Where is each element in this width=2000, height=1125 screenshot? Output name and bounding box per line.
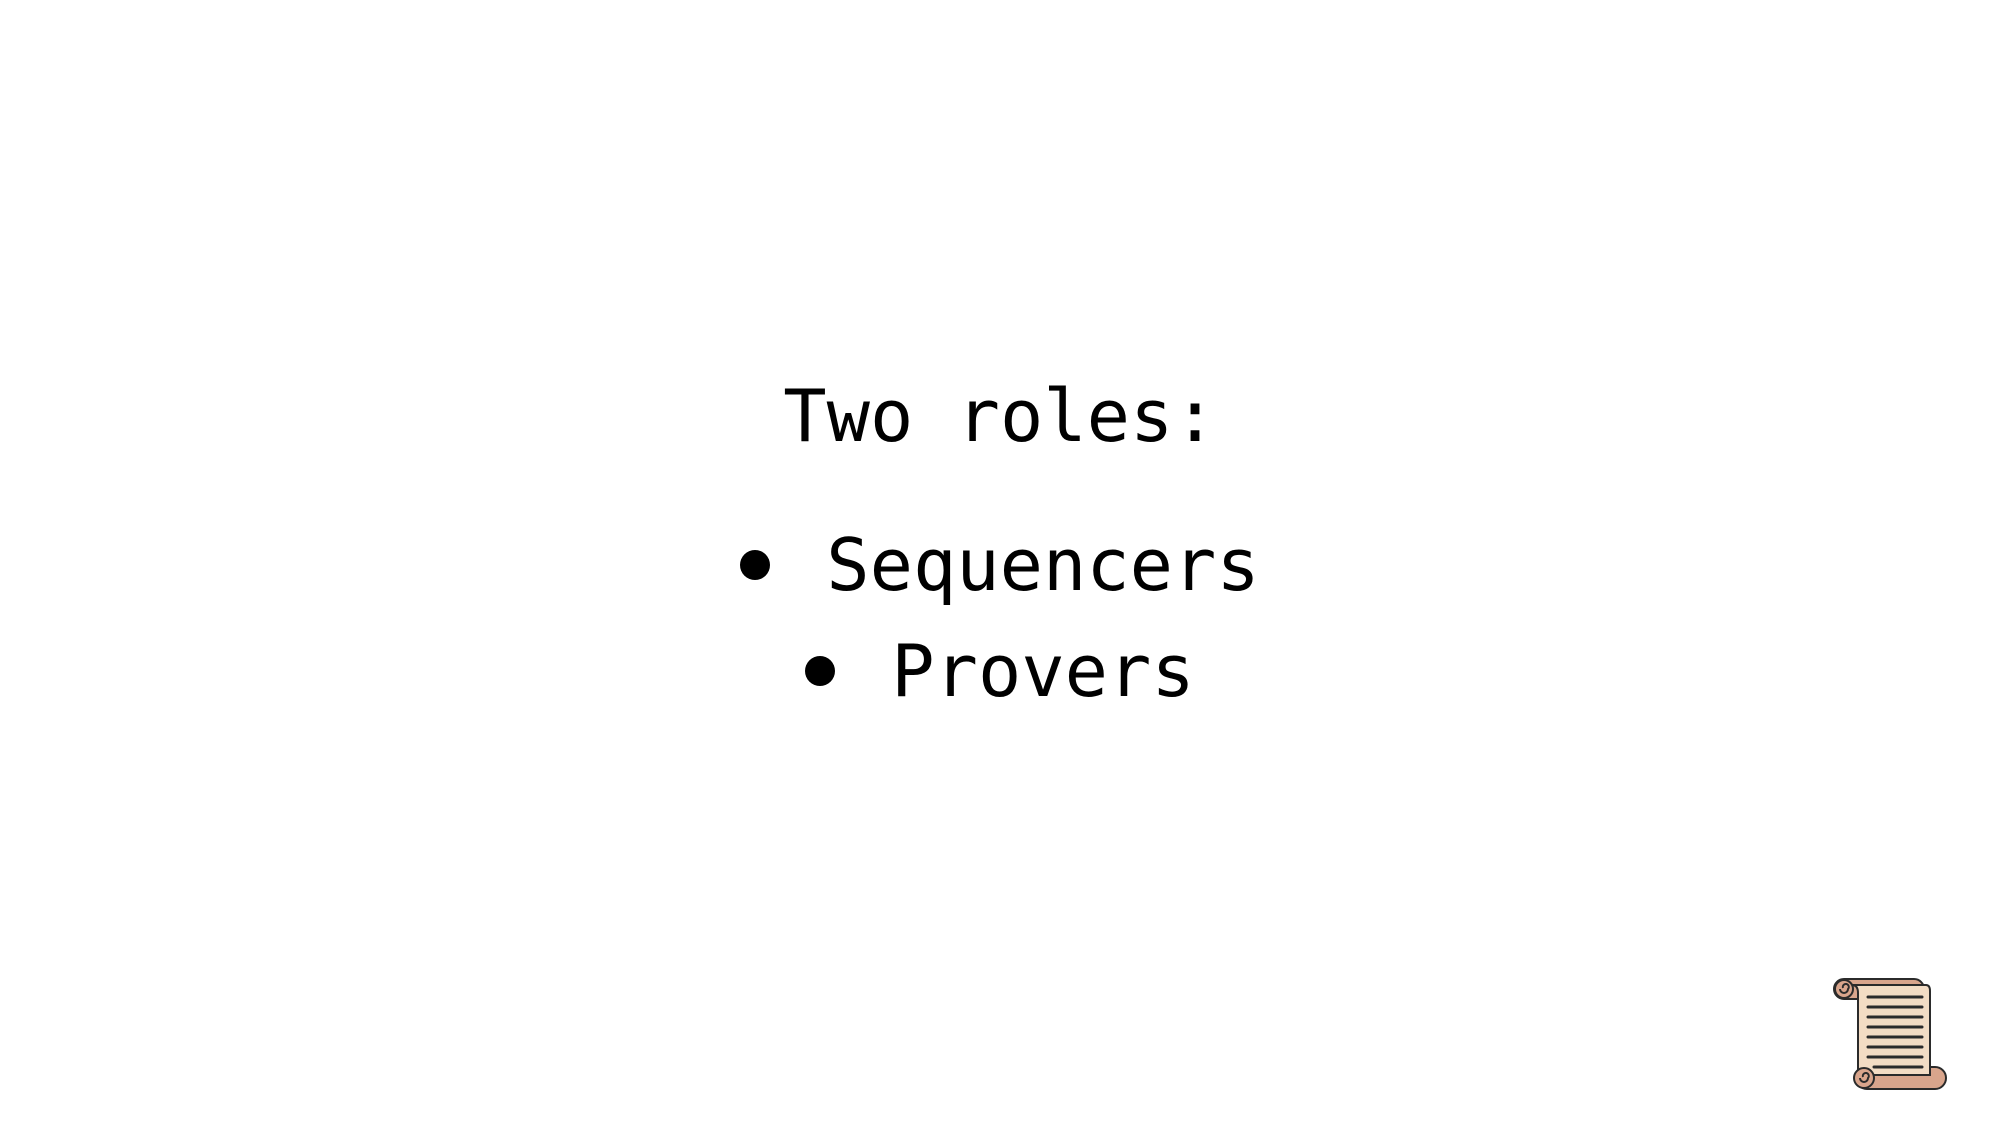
bullet-item-sequencers: Sequencers [0,512,2000,618]
scroll-icon [1833,978,1947,1090]
bullet-list: Sequencers Provers [0,512,2000,724]
bullet-label: Sequencers [826,523,1260,607]
slide-title: Two roles: [783,374,1217,458]
bullet-icon [805,656,836,686]
bullet-item-provers: Provers [0,618,2000,724]
bullet-icon [740,550,771,580]
bullet-label: Provers [891,629,1195,713]
